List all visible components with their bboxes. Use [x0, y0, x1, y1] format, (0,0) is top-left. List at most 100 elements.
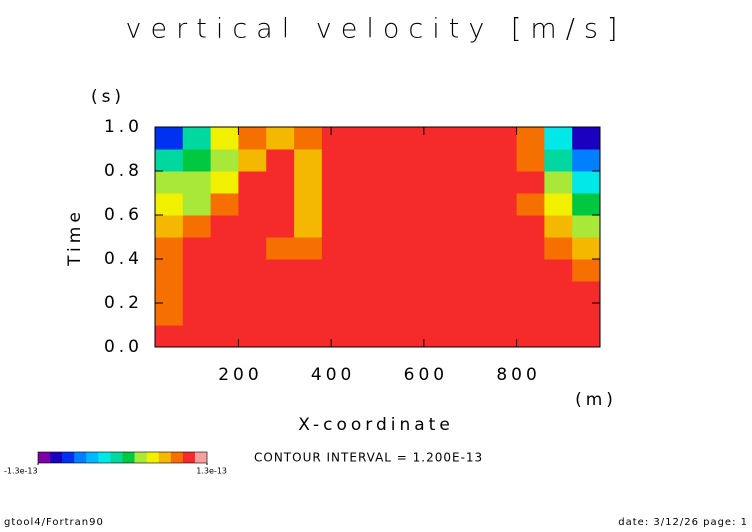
cell [321, 149, 351, 172]
cell [210, 303, 239, 326]
cell [433, 237, 462, 260]
cell [544, 259, 573, 282]
cell [266, 303, 295, 326]
cell [155, 171, 184, 194]
x-tick-label: 600 [404, 365, 448, 385]
colorbar-swatch [74, 452, 87, 463]
cell [377, 259, 406, 282]
x-tick-label: 200 [218, 365, 262, 385]
cell [321, 215, 351, 238]
x-tick-label: 800 [496, 365, 540, 385]
cell [572, 215, 601, 238]
cell [572, 281, 601, 304]
cell [349, 149, 378, 172]
cell [405, 325, 434, 348]
cell [433, 215, 462, 238]
cell [349, 325, 378, 348]
cell [182, 303, 212, 326]
cell [405, 259, 434, 282]
cell [349, 237, 378, 260]
colorbar-swatch [110, 452, 123, 463]
cell [377, 281, 406, 304]
cell [433, 127, 462, 150]
cell [294, 259, 323, 282]
cell [155, 325, 184, 348]
cell [460, 215, 490, 238]
cell [488, 303, 518, 326]
cell [266, 325, 295, 348]
cell [182, 325, 212, 348]
cell [349, 281, 378, 304]
cell [572, 149, 601, 172]
cell [544, 325, 573, 348]
y-tick-label: 0.0 [104, 337, 143, 357]
cell [321, 127, 351, 150]
cell [405, 303, 434, 326]
cell [266, 171, 295, 194]
cell [405, 193, 434, 216]
cell [294, 303, 323, 326]
cell [321, 325, 351, 348]
cell [182, 281, 212, 304]
cell [294, 193, 323, 216]
cell [572, 171, 601, 194]
cell [516, 237, 545, 260]
cell [238, 215, 267, 238]
cell [182, 193, 212, 216]
cell [460, 259, 490, 282]
cell [433, 303, 462, 326]
cell [321, 237, 351, 260]
cell [238, 325, 267, 348]
cell [460, 127, 490, 150]
cell [488, 325, 518, 348]
cell [516, 259, 545, 282]
colorbar-swatch [158, 452, 172, 463]
cell [433, 325, 462, 348]
cell [377, 303, 406, 326]
cell [321, 303, 351, 326]
cell [488, 259, 518, 282]
cell [210, 193, 239, 216]
cell [349, 303, 378, 326]
cell [266, 127, 295, 150]
cell [238, 193, 267, 216]
cell [210, 237, 239, 260]
cell [294, 237, 323, 260]
cell [377, 215, 406, 238]
cell [572, 193, 601, 216]
cell [433, 149, 462, 172]
cell [544, 237, 573, 260]
cell [210, 215, 239, 238]
cell [182, 237, 212, 260]
cell [544, 149, 573, 172]
y-tick-label: 0.2 [104, 293, 143, 313]
colorbar-swatch [170, 452, 184, 463]
cell [544, 193, 573, 216]
cell [155, 215, 184, 238]
cell [182, 149, 212, 172]
cell [572, 325, 601, 348]
cell [294, 149, 323, 172]
cell [460, 149, 490, 172]
cell [572, 303, 601, 326]
cell [238, 149, 267, 172]
x-unit: (m) [575, 390, 617, 410]
contour-note: CONTOUR INTERVAL = 1.200E-13 [254, 451, 483, 465]
y-unit: (s) [91, 87, 125, 107]
cell [294, 127, 323, 150]
cell [294, 215, 323, 238]
cell [155, 259, 184, 282]
cell [488, 281, 518, 304]
cell [377, 193, 406, 216]
colorbar-swatch [38, 452, 51, 463]
cell [349, 259, 378, 282]
cell [182, 259, 212, 282]
colorbar-label: -1.3e-13 [4, 467, 38, 476]
cell [377, 237, 406, 260]
colorbar-swatch [122, 452, 135, 463]
cell [349, 193, 378, 216]
cell [433, 259, 462, 282]
cell [572, 259, 601, 282]
y-tick-label: 0.8 [104, 161, 143, 181]
